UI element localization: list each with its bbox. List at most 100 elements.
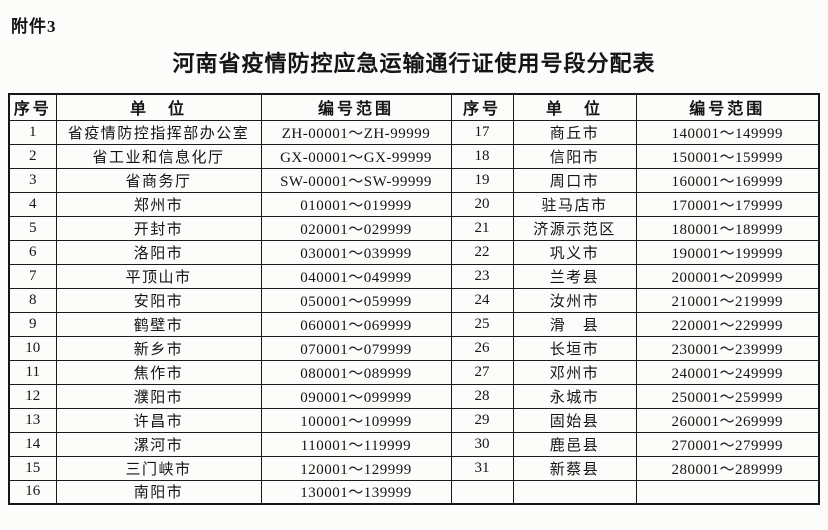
table-row: 16 南阳市 130001～139999 xyxy=(8,479,820,505)
row-index-cell: 13 xyxy=(8,407,57,433)
unit-cell: 濮阳市 xyxy=(55,383,262,409)
number-range-cell: 230001～239999 xyxy=(635,335,820,361)
number-range-cell: GX-00001～GX-99999 xyxy=(260,143,452,169)
unit-cell: 鹤壁市 xyxy=(55,311,262,337)
table-row: 9 鹤壁市 060001～069999 25 滑 县 220001～229999 xyxy=(8,311,820,337)
table-row: 6 洛阳市 030001～039999 22 巩义市 190001～199999 xyxy=(8,239,820,265)
row-index-cell: 22 xyxy=(450,239,514,265)
number-range-cell: 100001～109999 xyxy=(260,407,452,433)
number-range-cell: 010001～019999 xyxy=(260,191,452,217)
unit-cell: 长垣市 xyxy=(512,335,637,361)
row-index-cell: 26 xyxy=(450,335,514,361)
unit-cell: 南阳市 xyxy=(55,479,262,505)
row-index-cell: 18 xyxy=(450,143,514,169)
number-range-cell: ZH-00001～ZH-99999 xyxy=(260,119,452,145)
table-row: 7 平顶山市 040001～049999 23 兰考县 200001～209999 xyxy=(8,263,820,289)
number-range-cell: 160001～169999 xyxy=(635,167,820,193)
unit-cell: 新蔡县 xyxy=(512,455,637,481)
page-title: 河南省疫情防控应急运输通行证使用号段分配表 xyxy=(172,51,656,76)
row-index-cell: 1 xyxy=(8,119,57,145)
number-range-cell: 110001～119999 xyxy=(260,431,452,457)
unit-cell: 兰考县 xyxy=(512,263,637,289)
unit-cell: 汝州市 xyxy=(512,287,637,313)
row-index-cell: 6 xyxy=(8,239,57,265)
table-row: 8 安阳市 050001～059999 24 汝州市 210001～219999 xyxy=(8,287,820,313)
number-range-cell: 210001～219999 xyxy=(635,287,820,313)
row-index-cell: 7 xyxy=(8,263,57,289)
row-index-cell: 8 xyxy=(8,287,57,313)
number-range-cell: 240001～249999 xyxy=(635,359,820,385)
table-row: 12 濮阳市 090001～099999 28 永城市 250001～259999 xyxy=(8,383,820,409)
unit-cell: 新乡市 xyxy=(55,335,262,361)
row-index-cell: 10 xyxy=(8,335,57,361)
number-range-cell: 040001～049999 xyxy=(260,263,452,289)
unit-cell: 鹿邑县 xyxy=(512,431,637,457)
table-header-row: 序号单 位编号范围 序号单 位编号范围 xyxy=(8,93,820,121)
row-index-cell: 27 xyxy=(450,359,514,385)
unit-cell: 许昌市 xyxy=(55,407,262,433)
table-row: 13 许昌市 100001～109999 29 固始县 260001～269999 xyxy=(8,407,820,433)
number-range-cell: 190001～199999 xyxy=(635,239,820,265)
unit-cell: 周口市 xyxy=(512,167,637,193)
column-header: 序号 xyxy=(450,93,514,121)
table-row: 3 省商务厅 SW-00001～SW-99999 19 周口市 160001～169999 xyxy=(8,167,820,193)
table-row: 15 三门峡市 120001～129999 31 新蔡县 280001～289999 xyxy=(8,455,820,481)
allocation-table: 序号单 位编号范围 序号单 位编号范围 1 省疫情防控指挥部办公室 ZH-00001～… xyxy=(8,93,820,505)
row-index-cell: 25 xyxy=(450,311,514,337)
unit-cell: 郑州市 xyxy=(55,191,262,217)
unit-cell: 平顶山市 xyxy=(55,263,262,289)
row-index-cell: 3 xyxy=(8,167,57,193)
unit-cell: 漯河市 xyxy=(55,431,262,457)
number-range-cell: 250001～259999 xyxy=(635,383,820,409)
number-range-cell: 220001～229999 xyxy=(635,311,820,337)
row-index-cell: 9 xyxy=(8,311,57,337)
unit-cell: 邓州市 xyxy=(512,359,637,385)
number-range-cell: 090001～099999 xyxy=(260,383,452,409)
number-range-cell xyxy=(635,479,820,505)
number-range-cell: 060001～069999 xyxy=(260,311,452,337)
unit-cell: 省商务厅 xyxy=(55,167,262,193)
unit-cell: 开封市 xyxy=(55,215,262,241)
row-index-cell: 28 xyxy=(450,383,514,409)
column-header: 编号范围 xyxy=(635,93,820,121)
row-index-cell: 31 xyxy=(450,455,514,481)
unit-cell xyxy=(512,479,637,505)
unit-cell: 济源示范区 xyxy=(512,215,637,241)
number-range-cell: 030001～039999 xyxy=(260,239,452,265)
row-index-cell: 14 xyxy=(8,431,57,457)
row-index-cell: 17 xyxy=(450,119,514,145)
row-index-cell: 16 xyxy=(8,479,57,505)
row-index-cell: 15 xyxy=(8,455,57,481)
table-row: 1 省疫情防控指挥部办公室 ZH-00001～ZH-99999 17 商丘市 140001… xyxy=(8,119,820,145)
row-index-cell: 30 xyxy=(450,431,514,457)
attachment-label: 附件3 xyxy=(11,17,57,36)
row-index-cell: 19 xyxy=(450,167,514,193)
number-range-cell: 270001～279999 xyxy=(635,431,820,457)
table-row: 4 郑州市 010001～019999 20 驻马店市 170001～179999 xyxy=(8,191,820,217)
number-range-cell: 140001～149999 xyxy=(635,119,820,145)
table-row: 5 开封市 020001～029999 21 济源示范区 180001～189999 xyxy=(8,215,820,241)
row-index-cell xyxy=(450,479,514,505)
number-range-cell: 130001～139999 xyxy=(260,479,452,505)
table-row: 11 焦作市 080001～089999 27 邓州市 240001～249999 xyxy=(8,359,820,385)
table-row: 14 漯河市 110001～119999 30 鹿邑县 270001～279999 xyxy=(8,431,820,457)
unit-cell: 滑 县 xyxy=(512,311,637,337)
column-header: 单 位 xyxy=(55,93,262,121)
row-index-cell: 5 xyxy=(8,215,57,241)
unit-cell: 洛阳市 xyxy=(55,239,262,265)
number-range-cell: 280001～289999 xyxy=(635,455,820,481)
row-index-cell: 11 xyxy=(8,359,57,385)
unit-cell: 省疫情防控指挥部办公室 xyxy=(55,119,262,145)
unit-cell: 巩义市 xyxy=(512,239,637,265)
row-index-cell: 12 xyxy=(8,383,57,409)
number-range-cell: 020001～029999 xyxy=(260,215,452,241)
number-range-cell: SW-00001～SW-99999 xyxy=(260,167,452,193)
unit-cell: 焦作市 xyxy=(55,359,262,385)
number-range-cell: 170001～179999 xyxy=(635,191,820,217)
number-range-cell: 260001～269999 xyxy=(635,407,820,433)
row-index-cell: 24 xyxy=(450,287,514,313)
number-range-cell: 180001～189999 xyxy=(635,215,820,241)
column-header: 编号范围 xyxy=(260,93,452,121)
number-range-cell: 200001～209999 xyxy=(635,263,820,289)
